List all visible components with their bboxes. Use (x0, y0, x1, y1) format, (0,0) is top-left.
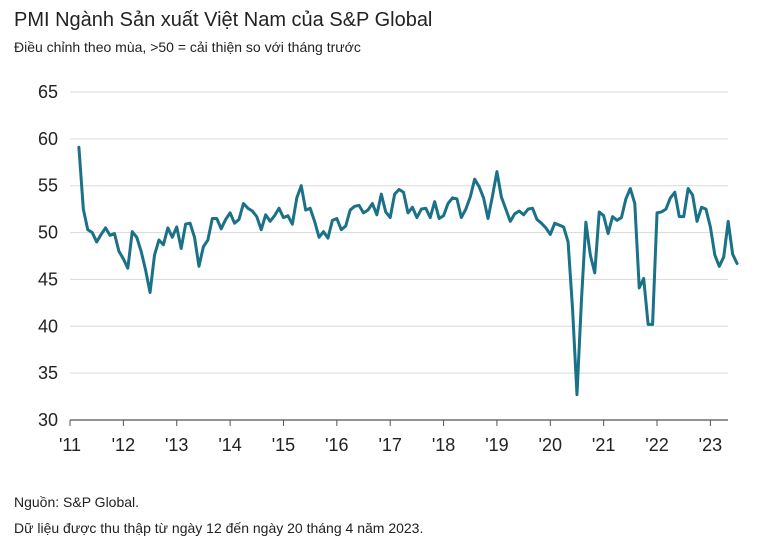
y-tick-label: 50 (38, 223, 58, 243)
y-tick-label: 65 (38, 82, 58, 102)
x-tick-label: '22 (645, 435, 668, 455)
x-tick-label: '14 (218, 435, 241, 455)
y-axis-ticks: 30 35 40 45 50 55 60 65 (38, 82, 58, 430)
x-axis: '11 '12 '13 '14 '15 '16 '17 '18 '19 '20 '21 '22 '23 (59, 419, 728, 455)
y-tick-label: 60 (38, 129, 58, 149)
x-tick-label: '21 (592, 435, 615, 455)
chart-title: PMI Ngành Sản xuất Việt Nam của S&P Glob… (14, 9, 433, 31)
x-tick-label: '13 (165, 435, 188, 455)
y-tick-label: 30 (38, 410, 58, 430)
collection-note: Dữ liệu được thu thập từ ngày 12 đến ngà… (14, 520, 424, 536)
series-layer (77, 145, 739, 397)
grid-lines (70, 91, 728, 374)
x-tick-label: '23 (699, 435, 722, 455)
x-tick-label: '17 (378, 435, 401, 455)
y-tick-label: 35 (38, 363, 58, 383)
x-tick-label: '11 (59, 435, 81, 455)
source-note: Nguồn: S&P Global. (14, 494, 140, 510)
y-tick-label: 40 (38, 316, 58, 336)
x-tick-label: '16 (325, 435, 348, 455)
y-tick-label: 45 (38, 269, 58, 289)
pmi-series-line (77, 145, 739, 397)
x-tick-label: '18 (432, 435, 455, 455)
x-tick-label: '12 (112, 435, 135, 455)
y-tick-label: 55 (38, 176, 58, 196)
x-tick-label: '20 (539, 435, 562, 455)
x-tick-label: '15 (272, 435, 295, 455)
chart-subtitle: Điều chỉnh theo mùa, >50 = cải thiện so … (14, 39, 361, 55)
x-tick-label: '19 (485, 435, 508, 455)
